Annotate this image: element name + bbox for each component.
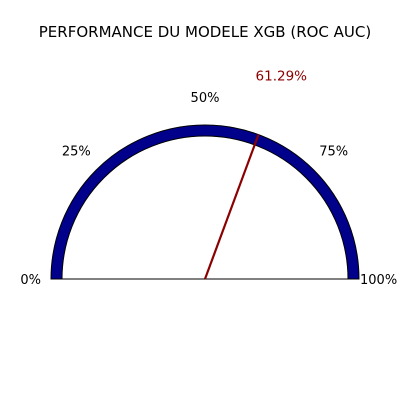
value-label: 61.29% [256,68,308,84]
tick-label-75: 75% [319,144,348,159]
chart-title: PERFORMANCE DU MODELE XGB (ROC AUC) [39,23,371,41]
tick-label-50: 50% [191,91,220,106]
tick-label-25: 25% [62,144,91,159]
tick-label-0: 0% [20,273,41,288]
tick-labels: 0% 25% 50% 75% 100% [20,91,397,288]
tick-label-100: 100% [360,273,397,288]
gauge-arc [50,124,360,280]
gauge-needle [203,134,260,280]
